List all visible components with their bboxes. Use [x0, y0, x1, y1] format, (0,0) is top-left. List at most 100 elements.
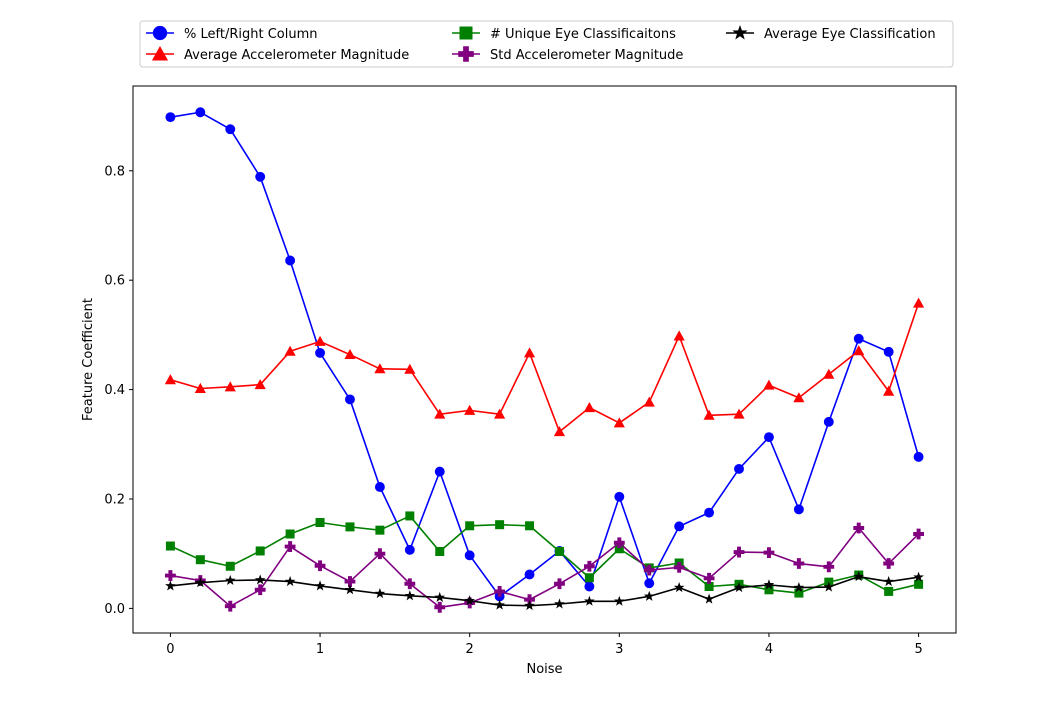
data-point [494, 408, 506, 419]
data-point [255, 546, 265, 556]
data-point [764, 432, 774, 443]
legend-marker [152, 25, 168, 41]
data-point [345, 522, 355, 532]
data-point [763, 379, 775, 390]
data-point [195, 107, 206, 118]
x-tick-label: 3 [615, 642, 623, 657]
data-point [435, 546, 445, 556]
data-point [495, 520, 505, 530]
y-tick-label: 0.6 [104, 274, 125, 289]
data-point [284, 576, 296, 587]
data-point [344, 576, 356, 587]
data-point [884, 586, 894, 596]
y-tick-label: 0.8 [104, 164, 125, 179]
data-point [913, 297, 925, 308]
legend-entry: # Unique Eye Classificaitons [452, 26, 676, 42]
data-point [883, 558, 895, 569]
data-point [584, 581, 595, 592]
data-point [794, 588, 804, 598]
data-point [914, 579, 924, 589]
axes-layer: 0 1 2 3 4 5 0.0 0.2 0.4 0.6 0.8 Noise Feature Coeffi… [81, 85, 957, 677]
data-point [524, 569, 535, 580]
y-axis-label: Feature Coefficient [81, 298, 96, 421]
series-4 [165, 571, 924, 611]
data-point [584, 595, 595, 606]
data-point [614, 595, 625, 606]
data-point [404, 578, 416, 590]
data-point [793, 504, 804, 515]
data-point [554, 578, 565, 590]
data-point [224, 600, 236, 612]
data-point [883, 576, 894, 587]
series-line [170, 111, 920, 598]
data-point [853, 522, 865, 534]
series-layer [164, 107, 925, 613]
series-line [170, 515, 919, 594]
data-point [673, 330, 685, 341]
data-point [225, 561, 235, 571]
data-point [315, 518, 325, 528]
data-point [643, 564, 655, 576]
data-point [734, 463, 744, 474]
data-point [224, 381, 236, 392]
data-point [523, 347, 536, 358]
data-point [464, 404, 476, 415]
data-point [823, 561, 835, 573]
data-point [404, 544, 415, 555]
data-point [613, 537, 625, 549]
data-point [793, 392, 805, 403]
data-point [703, 593, 715, 604]
data-point [434, 601, 446, 613]
data-point [494, 586, 506, 597]
data-point [374, 588, 386, 599]
data-point [583, 560, 595, 572]
data-point [674, 521, 685, 532]
legend-label: # Unique Eye Classificaitons [490, 27, 676, 42]
data-point [405, 511, 415, 521]
y-tick-label: 0.2 [104, 492, 125, 507]
series-1 [164, 297, 925, 437]
legend-marker [459, 26, 473, 40]
legend-label: Std Accelerometer Magnitude [490, 48, 683, 63]
data-point [614, 491, 625, 502]
data-point [344, 348, 356, 360]
data-point [704, 507, 715, 518]
data-point [643, 396, 655, 407]
data-point [763, 547, 775, 558]
x-tick-label: 2 [466, 642, 474, 657]
data-point [165, 580, 176, 591]
data-point [314, 580, 326, 591]
data-point [853, 345, 865, 356]
x-tick-label: 1 [316, 642, 324, 657]
data-point [913, 528, 924, 540]
legend-label: % Left/Right Column [184, 27, 317, 42]
data-point [464, 595, 475, 606]
data-point [194, 382, 206, 393]
legend-marker [458, 46, 474, 62]
data-point [434, 591, 446, 602]
data-point [374, 548, 386, 560]
data-point [823, 368, 835, 379]
axes-frame [132, 85, 957, 634]
data-point [374, 482, 385, 492]
data-point [285, 529, 295, 539]
data-point [733, 408, 745, 419]
data-point [195, 577, 206, 588]
data-point [524, 594, 535, 606]
data-point [553, 426, 566, 437]
legend: % Left/Right Column Average Accelerometer… [139, 20, 954, 68]
data-point [673, 582, 685, 593]
data-point [374, 363, 386, 374]
data-point [165, 112, 176, 123]
data-point [823, 416, 834, 427]
legend-label: Average Accelerometer Magnitude [184, 48, 409, 63]
data-point [434, 408, 446, 419]
data-point [913, 571, 924, 582]
data-point [524, 600, 535, 611]
data-point [613, 417, 625, 428]
data-point [345, 394, 355, 405]
data-point [584, 573, 594, 583]
data-point [883, 385, 895, 396]
data-point [703, 409, 715, 420]
